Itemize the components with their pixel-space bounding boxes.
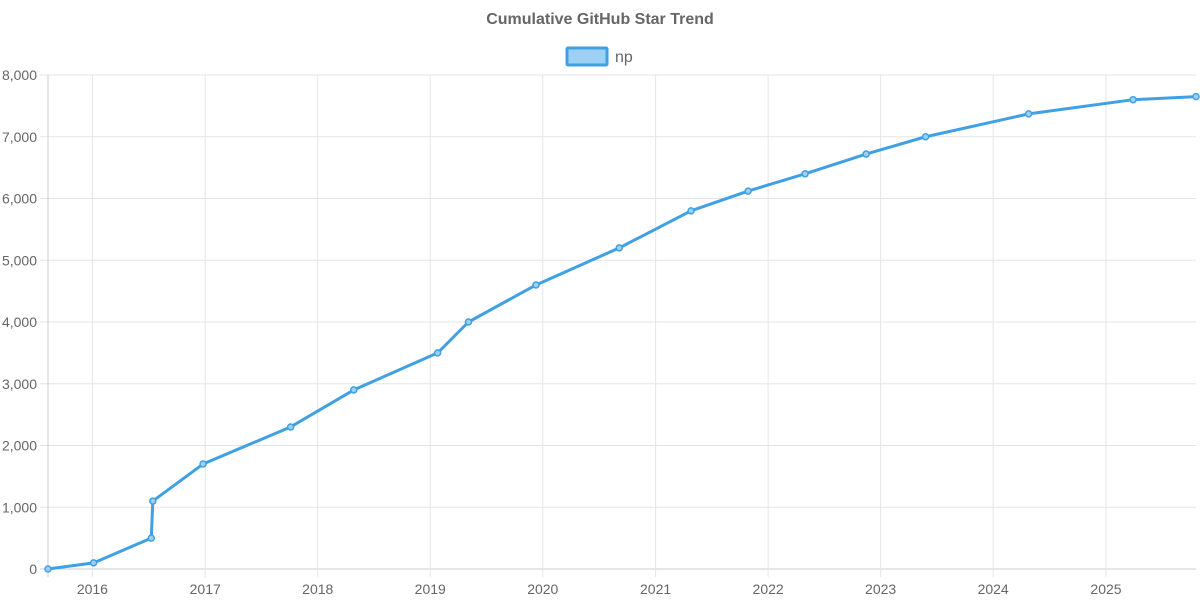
data-point[interactable] (149, 497, 157, 505)
data-point[interactable] (44, 565, 52, 573)
y-tick-label: 0 (29, 561, 37, 577)
legend[interactable]: np (565, 46, 633, 67)
chart-title: Cumulative GitHub Star Trend (486, 11, 714, 28)
y-tick-label: 4,000 (2, 314, 37, 330)
y-tick-label: 7,000 (2, 129, 37, 145)
data-point[interactable] (350, 386, 358, 394)
data-point[interactable] (464, 318, 473, 326)
y-tick-label: 2,000 (2, 438, 37, 454)
data-point[interactable] (615, 244, 623, 252)
x-tick-label: 2017 (190, 581, 221, 597)
x-tick-label: 2016 (77, 581, 108, 597)
series-line (46, 95, 1198, 571)
x-tick-label: 2021 (640, 581, 671, 597)
y-tick-label: 5,000 (2, 252, 37, 268)
series-np (44, 92, 1200, 573)
data-point[interactable] (1024, 110, 1033, 118)
y-tick-label: 3,000 (2, 376, 37, 392)
data-point[interactable] (433, 349, 442, 357)
data-point[interactable] (89, 559, 98, 567)
x-tick-label: 2018 (302, 581, 333, 597)
x-tick-label: 2025 (1090, 581, 1121, 597)
legend-label[interactable]: np (615, 49, 633, 66)
axes: 0 1,000 2,000 3,000 4,000 5,000 6,000 7,000 8,00… (2, 67, 1122, 597)
y-tick-label: 8,000 (2, 67, 37, 83)
x-tick-label: 2023 (865, 581, 896, 597)
data-point[interactable] (862, 150, 870, 158)
data-point[interactable] (532, 281, 540, 289)
x-tick-label: 2019 (415, 581, 446, 597)
data-point[interactable] (1192, 92, 1200, 101)
y-tick-label: 1,000 (2, 499, 37, 515)
data-point[interactable] (921, 133, 930, 141)
data-point[interactable] (147, 534, 156, 542)
x-tick-label: 2020 (527, 581, 558, 597)
data-point[interactable] (1129, 95, 1137, 104)
data-point[interactable] (801, 170, 809, 178)
legend-swatch[interactable] (565, 46, 609, 67)
data-point[interactable] (687, 207, 695, 215)
series-layer (44, 92, 1200, 573)
grid (40, 74, 1196, 577)
data-point[interactable] (199, 460, 207, 468)
x-tick-label: 2022 (753, 581, 784, 597)
data-point[interactable] (744, 187, 752, 195)
data-point[interactable] (286, 423, 295, 431)
y-tick-label: 6,000 (2, 191, 37, 207)
x-tick-label: 2024 (978, 581, 1009, 597)
